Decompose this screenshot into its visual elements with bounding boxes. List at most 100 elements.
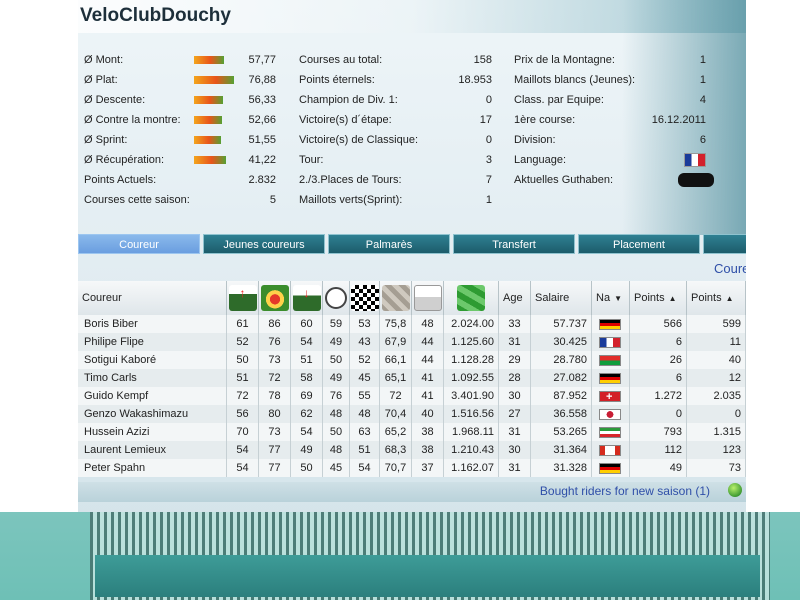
table-row[interactable]: Timo Carls 51 72 58 49 45 65,1 41 1.092.55 28 27.0… bbox=[78, 369, 746, 387]
col-header-checkered-flag-icon[interactable] bbox=[350, 281, 380, 315]
tab-5[interactable]: I bbox=[703, 234, 746, 254]
col-header-nationality[interactable]: Na ▼ bbox=[592, 281, 630, 315]
cell-sprint: 48 bbox=[350, 405, 380, 423]
stat-row: Ø Descente: 56,33 Champion de Div. 1: 0 Clas… bbox=[84, 92, 724, 108]
cell-p1: 0 bbox=[630, 405, 687, 423]
ca-flag-icon bbox=[599, 445, 621, 456]
table-row[interactable]: Boris Biber 61 86 60 59 53 75,8 48 2.024.00 33 57.… bbox=[78, 315, 746, 333]
stat-label: Ø Sprint: bbox=[84, 134, 128, 146]
col-header-bed-icon[interactable] bbox=[412, 281, 444, 315]
cell-salary: 30.425 bbox=[531, 333, 592, 351]
stat-bar bbox=[194, 156, 226, 164]
rider-name[interactable]: Genzo Wakashimazu bbox=[78, 405, 227, 423]
tab-2[interactable]: Palmarès bbox=[328, 234, 450, 254]
bought-riders-link[interactable]: Bought riders for new saison (1) bbox=[539, 484, 710, 498]
tab-1[interactable]: Jeunes coureurs bbox=[203, 234, 325, 254]
table-row[interactable]: Sotigui Kaboré 50 73 51 50 52 66,1 44 1.128.28 29… bbox=[78, 351, 746, 369]
rider-name[interactable]: Guido Kempf bbox=[78, 387, 227, 405]
stat-label: Maillots blancs (Jeunes): bbox=[514, 74, 636, 86]
stat-label: 1ère course: bbox=[514, 114, 576, 126]
col-header-stopwatch-icon[interactable] bbox=[323, 281, 350, 315]
table-row[interactable]: Genzo Wakashimazu 56 80 62 48 48 70,4 40 1.516.5… bbox=[78, 405, 746, 423]
rider-name[interactable]: Philipe Flipe bbox=[78, 333, 227, 351]
stat-value: 158 bbox=[473, 54, 492, 66]
sort-down-icon: ▼ bbox=[614, 294, 622, 303]
cell-p2: 0 bbox=[687, 405, 746, 423]
cell-pave: 67,9 bbox=[380, 333, 412, 351]
cell-plat: 78 bbox=[259, 387, 291, 405]
cell-age: 31 bbox=[499, 459, 531, 477]
cell-pave: 65,1 bbox=[380, 369, 412, 387]
cell-clm: 49 bbox=[323, 333, 350, 351]
col-header-flat-icon[interactable] bbox=[259, 281, 291, 315]
nationality-cell bbox=[592, 351, 630, 369]
stat-bar bbox=[194, 116, 222, 124]
cell-plat: 77 bbox=[259, 441, 291, 459]
tab-4[interactable]: Placement bbox=[578, 234, 700, 254]
stat-label: Victoire(s) d´étape: bbox=[299, 114, 392, 126]
nationality-cell bbox=[592, 315, 630, 333]
stat-bar bbox=[194, 56, 224, 64]
cell-value: 3.401.90 bbox=[444, 387, 499, 405]
table-row[interactable]: Laurent Lemieux 54 77 49 48 51 68,3 38 1.210.43 3… bbox=[78, 441, 746, 459]
table-row[interactable]: Hussein Azizi 70 73 54 50 63 65,2 38 1.968.11 31 5… bbox=[78, 423, 746, 441]
rider-name[interactable]: Hussein Azizi bbox=[78, 423, 227, 441]
stat-value: 16.12.2011 bbox=[651, 114, 706, 126]
rider-name[interactable]: Boris Biber bbox=[78, 315, 227, 333]
table-row[interactable]: Philipe Flipe 52 76 54 49 43 67,9 44 1.125.60 31 3… bbox=[78, 333, 746, 351]
stat-value: 1 bbox=[699, 74, 706, 86]
rider-name[interactable]: Timo Carls bbox=[78, 369, 227, 387]
tab-3[interactable]: Transfert bbox=[453, 234, 575, 254]
col-header-points-1[interactable]: Points ▲ bbox=[630, 281, 687, 315]
rider-name[interactable]: Peter Spahn bbox=[78, 459, 227, 477]
col-header-cobblestone-icon[interactable] bbox=[380, 281, 412, 315]
cell-plat: 86 bbox=[259, 315, 291, 333]
cell-age: 31 bbox=[499, 423, 531, 441]
table-row[interactable]: Peter Spahn 54 77 50 45 54 70,7 37 1.162.07 31 31.… bbox=[78, 459, 746, 477]
cell-pave: 65,2 bbox=[380, 423, 412, 441]
cell-recup: 38 bbox=[412, 423, 444, 441]
cell-mont: 54 bbox=[227, 459, 259, 477]
tab-0[interactable]: Coureur bbox=[78, 234, 200, 254]
cell-p1: 566 bbox=[630, 315, 687, 333]
stat-row: Points Actuels: 2.832 2./3.Places de Tours… bbox=[84, 172, 724, 188]
cell-recup: 41 bbox=[412, 369, 444, 387]
team-title: VeloClubDouchy bbox=[80, 5, 231, 26]
col-header-name[interactable]: Coureur bbox=[78, 281, 227, 315]
stat-row: Ø Sprint: 51,55 Victoire(s) de Classique: 0… bbox=[84, 132, 724, 148]
stat-label: Division: bbox=[514, 134, 556, 146]
table-row[interactable]: Guido Kempf 72 78 69 76 55 72 41 3.401.90 30 87.95… bbox=[78, 387, 746, 405]
cell-desc: 69 bbox=[291, 387, 323, 405]
col-header-descent-icon[interactable]: ↓ bbox=[291, 281, 323, 315]
cell-desc: 54 bbox=[291, 423, 323, 441]
cell-salary: 36.558 bbox=[531, 405, 592, 423]
col-header-age[interactable]: Age bbox=[499, 281, 531, 315]
cell-desc: 51 bbox=[291, 351, 323, 369]
cell-value: 1.968.11 bbox=[444, 423, 499, 441]
fr-flag-icon bbox=[599, 337, 621, 348]
stat-label: Ø Mont: bbox=[84, 54, 124, 66]
col-header-salary[interactable]: Salaire bbox=[531, 281, 592, 315]
cell-clm: 50 bbox=[323, 351, 350, 369]
bought-riders-bar[interactable]: Bought riders for new saison (1) bbox=[78, 482, 746, 502]
rider-name[interactable]: Laurent Lemieux bbox=[78, 441, 227, 459]
cell-sprint: 54 bbox=[350, 459, 380, 477]
stat-value: 1 bbox=[699, 54, 706, 66]
balance-redacted bbox=[678, 173, 714, 187]
nationality-cell bbox=[592, 369, 630, 387]
render-artifact-band bbox=[95, 555, 760, 597]
jp-flag-icon bbox=[599, 409, 621, 420]
stat-label: Tour: bbox=[299, 154, 324, 166]
rider-name[interactable]: Sotigui Kaboré bbox=[78, 351, 227, 369]
stat-row: Ø Plat: 76,88 Points éternels: 18.953 Maillo… bbox=[84, 72, 724, 88]
col-header-mountain-icon[interactable]: ↑ bbox=[227, 281, 259, 315]
language-flag-icon[interactable] bbox=[684, 153, 706, 167]
col-header-money-icon[interactable] bbox=[444, 281, 499, 315]
cell-mont: 70 bbox=[227, 423, 259, 441]
cell-plat: 77 bbox=[259, 459, 291, 477]
expand-icon[interactable] bbox=[728, 483, 742, 497]
nationality-cell bbox=[592, 441, 630, 459]
col-header-points-2[interactable]: Points ▲ bbox=[687, 281, 746, 315]
stat-value: 5 bbox=[269, 194, 276, 206]
stat-label: Ø Descente: bbox=[84, 94, 146, 106]
